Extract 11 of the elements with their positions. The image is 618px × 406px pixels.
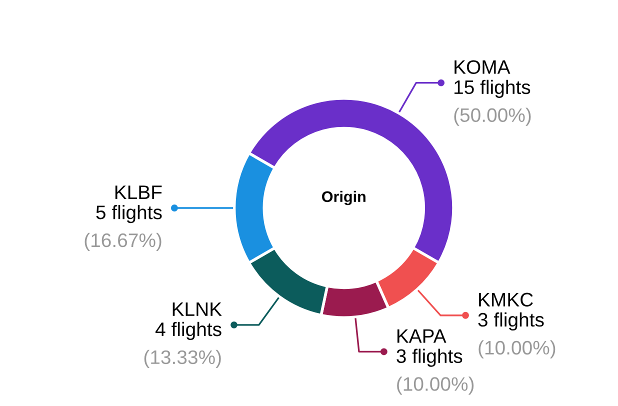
slice-label: KMKC (479, 292, 533, 307)
slice-label: KOMA (454, 60, 510, 74)
data-label: 4 flights (13.33%) (144, 322, 222, 368)
slice-label: KLNK (172, 302, 222, 316)
data-label: 3 flights (10.00%) (396, 348, 474, 395)
slice-label: KAPA (397, 329, 446, 343)
data-label: 3 flights (10.00%) (478, 312, 556, 358)
text: Origin (322, 190, 366, 206)
data-label: 5 flights (16.67%) (84, 204, 162, 252)
data-label: 15 flights (50.00%) (454, 80, 531, 126)
slice-label: KLBF (115, 186, 162, 199)
